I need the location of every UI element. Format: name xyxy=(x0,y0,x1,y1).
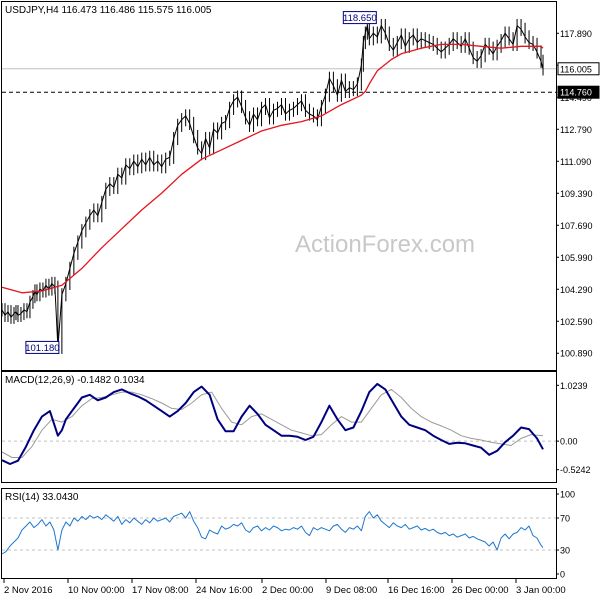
macd-y-tick-label: -0.5242 xyxy=(560,465,591,475)
price-panel-frame xyxy=(1,1,557,371)
price-y-tick-label: 104.290 xyxy=(560,285,593,295)
rsi-panel-frame xyxy=(1,488,557,579)
rsi-title: RSI(14) 33.0430 xyxy=(5,492,79,503)
rsi-y-tick-label: 0 xyxy=(560,570,565,580)
rsi-layer: 100 70 30 0 xyxy=(1,490,575,580)
support-level-label: 114.760 xyxy=(560,88,592,98)
moving-average-line xyxy=(1,43,544,294)
price-layer: 100.890 102.590 104.290 105.990 107.690 109.3… xyxy=(1,11,600,359)
macd-panel-frame xyxy=(1,371,557,483)
x-tick-label: 17 Nov 08:00 xyxy=(132,585,189,596)
x-axis: 2 Nov 2016 10 Nov 00:00 17 Nov 08:00 24 Nov… xyxy=(3,579,566,596)
macd-title: MACD(12,26,9) -0.1482 0.1034 xyxy=(5,375,145,386)
x-tick-label: 26 Dec 00:00 xyxy=(452,585,509,596)
macd-signal-line xyxy=(1,388,544,458)
rsi-y-tick-label: 70 xyxy=(560,514,570,524)
macd-y-tick-label: 1.0239 xyxy=(560,381,588,391)
price-y-tick-label: 109.390 xyxy=(560,189,593,199)
low-label: 101.180 xyxy=(25,343,59,354)
x-tick-label: 24 Nov 16:00 xyxy=(196,585,253,596)
price-y-tick-label: 107.690 xyxy=(560,221,593,231)
current-price-label: 116.005 xyxy=(560,64,592,74)
price-y-tick-label: 111.090 xyxy=(560,157,591,167)
x-tick-label: 2 Nov 2016 xyxy=(4,585,53,596)
support-level-label-box xyxy=(557,85,600,99)
rsi-y-tick-label: 30 xyxy=(560,546,570,556)
macd-layer: 1.0239 0.00 -0.5242 xyxy=(1,381,591,475)
rsi-y-tick-label: 100 xyxy=(560,490,575,500)
high-label: 118.650 xyxy=(343,13,377,24)
symbol-header: USDJPY,H4 116.473 116.486 115.575 116.00… xyxy=(5,5,212,16)
current-price-label-box xyxy=(557,62,600,76)
price-y-tick-label: 117.890 xyxy=(560,29,592,39)
low-label-box xyxy=(25,340,60,354)
macd-main-line xyxy=(1,382,544,465)
x-tick-label: 2 Dec 00:00 xyxy=(262,585,313,596)
rsi-line xyxy=(1,511,544,555)
watermark: ActionForex.com xyxy=(295,231,475,258)
price-y-tick-label: 102.590 xyxy=(560,317,593,327)
price-y-tick-label: 100.890 xyxy=(560,349,593,359)
price-y-tick-label: 112.790 xyxy=(560,125,592,135)
high-label-box xyxy=(342,11,377,25)
macd-y-tick-label: 0.00 xyxy=(560,437,578,447)
x-tick-label: 16 Dec 16:00 xyxy=(388,585,445,596)
x-tick-label: 10 Nov 00:00 xyxy=(68,585,125,596)
x-tick-label: 3 Jan 00:00 xyxy=(516,585,566,596)
x-tick-label: 9 Dec 08:00 xyxy=(326,585,377,596)
price-y-tick-label: 105.990 xyxy=(560,253,593,263)
